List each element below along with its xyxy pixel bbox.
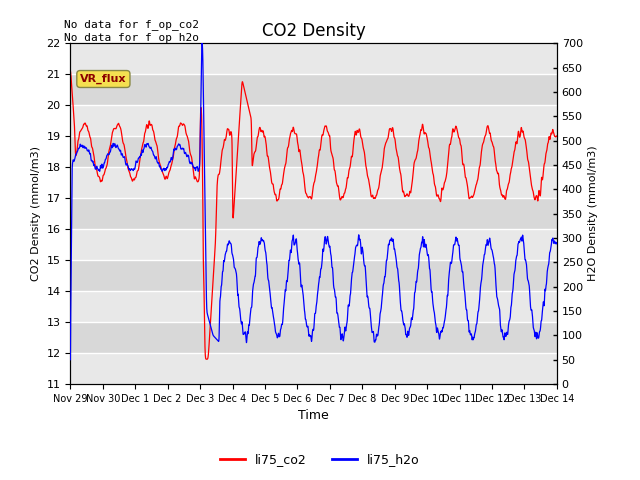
Bar (70, 260, 557, 291)
Bar (70, 136, 557, 167)
Bar (70, 198, 557, 229)
Y-axis label: H2O Density (mmol/m3): H2O Density (mmol/m3) (588, 146, 598, 281)
Y-axis label: CO2 Density (mmol/m3): CO2 Density (mmol/m3) (31, 146, 41, 281)
Title: CO2 Density: CO2 Density (262, 22, 365, 40)
Bar (70, 43, 557, 74)
Bar (70, 74, 557, 105)
Text: No data for f_op_co2
No data for f_op_h2o: No data for f_op_co2 No data for f_op_h2… (64, 19, 199, 43)
Bar (70, 105, 557, 136)
Bar (70, 353, 557, 384)
Bar (70, 167, 557, 198)
Legend: li75_co2, li75_h2o: li75_co2, li75_h2o (215, 448, 425, 471)
Bar (70, 229, 557, 260)
Bar (70, 322, 557, 353)
Bar (70, 291, 557, 322)
X-axis label: Time: Time (298, 409, 329, 422)
Text: VR_flux: VR_flux (80, 74, 127, 84)
